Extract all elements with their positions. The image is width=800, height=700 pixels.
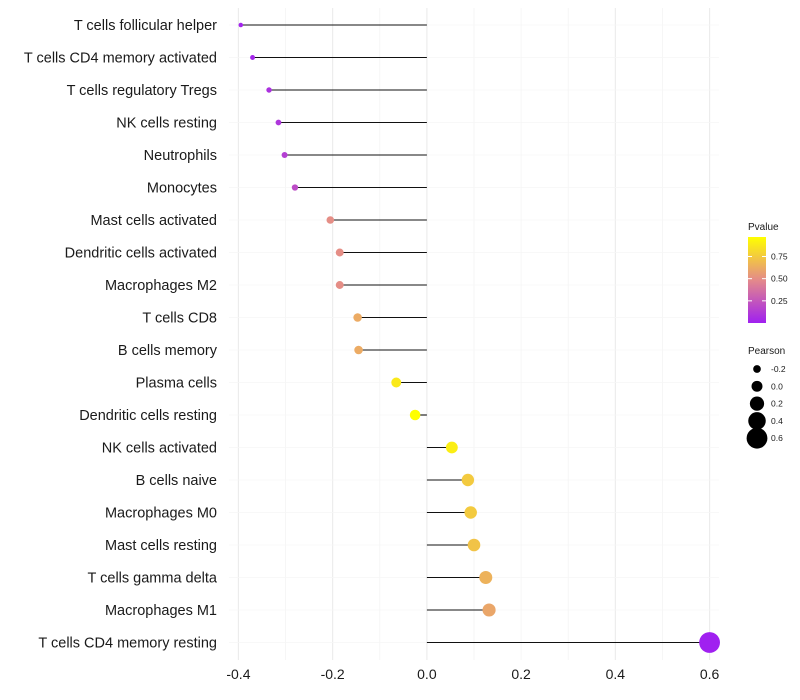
data-point (445, 441, 458, 454)
category-labels: T cells follicular helper T cells CD4 mem… (24, 18, 218, 652)
category-label: Dendritic cells resting (79, 408, 217, 424)
category-label: T cells CD8 (142, 311, 217, 327)
grid-layer (229, 8, 719, 660)
size-key-dot (751, 380, 763, 392)
size-key-dot (749, 396, 765, 411)
size-key-label: -0.2 (771, 364, 786, 374)
category-label: T cells gamma delta (88, 571, 218, 587)
category-label: NK cells activated (102, 441, 217, 457)
data-point (266, 87, 272, 93)
data-point (409, 409, 421, 421)
data-point (335, 281, 344, 289)
pvalue-legend-title: Pvalue (748, 222, 779, 233)
size-key-dot (748, 412, 766, 430)
data-point (353, 313, 362, 322)
data-point (291, 184, 299, 191)
size-key-dot (746, 427, 768, 449)
dot-layer (238, 22, 720, 653)
category-label: Dendritic cells activated (65, 246, 217, 262)
category-label: Monocytes (147, 181, 217, 197)
size-key-label: 0.2 (771, 399, 783, 409)
colorbar-label: 0.50 (771, 274, 788, 284)
x-tick-label: 0.0 (417, 666, 437, 682)
data-point (238, 22, 244, 28)
data-point (461, 473, 475, 487)
pvalue-colorbar (748, 237, 766, 323)
x-axis-ticks: -0.4 -0.2 0.0 0.2 0.4 0.6 (226, 666, 719, 682)
category-label: Mast cells activated (90, 213, 217, 229)
x-tick-label: -0.4 (226, 666, 250, 682)
x-tick-label: -0.2 (321, 666, 345, 682)
data-point (391, 377, 402, 388)
category-label: T cells follicular helper (74, 18, 217, 34)
colorbar-label: 0.25 (771, 296, 788, 306)
category-label: B cells naive (136, 473, 217, 489)
data-point (281, 152, 288, 158)
size-key-dot (753, 365, 761, 373)
x-tick-label: 0.6 (700, 666, 720, 682)
data-point (467, 538, 481, 552)
pvalue-legend: Pvalue 0.75 0.50 0.25 (748, 222, 788, 323)
data-point (335, 248, 344, 257)
data-point (482, 603, 496, 617)
data-point (479, 571, 493, 584)
colorbar-label: 0.75 (771, 252, 788, 262)
category-label: T cells CD4 memory activated (24, 51, 217, 67)
pearson-legend: Pearson -0.2 0.0 0.2 0.4 0.6 (746, 346, 786, 449)
category-label: NK cells resting (116, 116, 217, 132)
size-key-label: 0.0 (771, 381, 783, 391)
category-label: B cells memory (118, 343, 218, 359)
data-point (275, 119, 282, 126)
data-point (250, 55, 256, 60)
size-key-label: 0.4 (771, 416, 783, 426)
data-point (464, 506, 477, 519)
x-tick-label: 0.2 (511, 666, 531, 682)
data-point (326, 216, 335, 224)
category-label: Macrophages M1 (105, 603, 217, 619)
size-key-label: 0.6 (771, 433, 783, 443)
category-label: T cells CD4 memory resting (38, 636, 217, 652)
data-point (354, 345, 363, 355)
category-label: Plasma cells (136, 376, 217, 392)
x-tick-label: 0.4 (606, 666, 626, 682)
category-label: Macrophages M2 (105, 278, 217, 294)
category-label: Neutrophils (144, 148, 217, 164)
category-label: T cells regulatory Tregs (67, 83, 217, 99)
category-label: Macrophages M0 (105, 506, 217, 522)
data-point (699, 632, 720, 653)
pearson-legend-title: Pearson (748, 346, 785, 357)
category-label: Mast cells resting (105, 538, 217, 554)
